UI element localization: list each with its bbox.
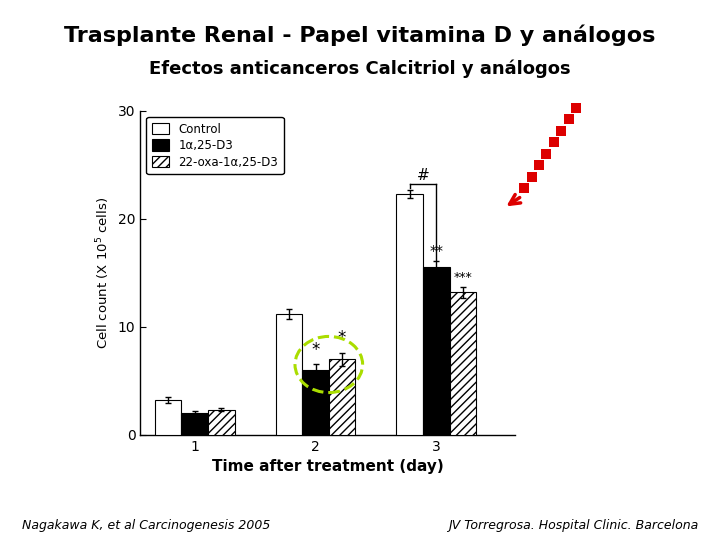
Legend: Control, 1α,25-D3, 22-oxa-1α,25-D3: Control, 1α,25-D3, 22-oxa-1α,25-D3 xyxy=(146,117,284,174)
Bar xyxy=(276,314,302,435)
Bar xyxy=(181,413,208,435)
Bar xyxy=(449,292,476,435)
X-axis label: Time after treatment (day): Time after treatment (day) xyxy=(212,459,444,474)
Text: *: * xyxy=(311,341,320,359)
Text: #: # xyxy=(417,167,429,183)
Text: ***: *** xyxy=(454,271,472,284)
Bar xyxy=(397,194,423,435)
Bar xyxy=(155,400,181,435)
Text: Trasplante Renal - Papel vitamina D y análogos: Trasplante Renal - Papel vitamina D y an… xyxy=(64,24,656,46)
Bar xyxy=(329,359,356,435)
Y-axis label: Cell count (X 10$^5$ cells): Cell count (X 10$^5$ cells) xyxy=(95,197,112,349)
Text: JV Torregrosa. Hospital Clinic. Barcelona: JV Torregrosa. Hospital Clinic. Barcelon… xyxy=(448,519,698,532)
Bar xyxy=(208,410,235,435)
Bar xyxy=(302,370,329,435)
Text: Nagakawa K, et al Carcinogenesis 2005: Nagakawa K, et al Carcinogenesis 2005 xyxy=(22,519,270,532)
Bar xyxy=(423,267,449,435)
Text: **: ** xyxy=(429,244,444,258)
Text: *: * xyxy=(338,329,346,347)
Text: Efectos anticanceros Calcitriol y análogos: Efectos anticanceros Calcitriol y análog… xyxy=(149,59,571,78)
